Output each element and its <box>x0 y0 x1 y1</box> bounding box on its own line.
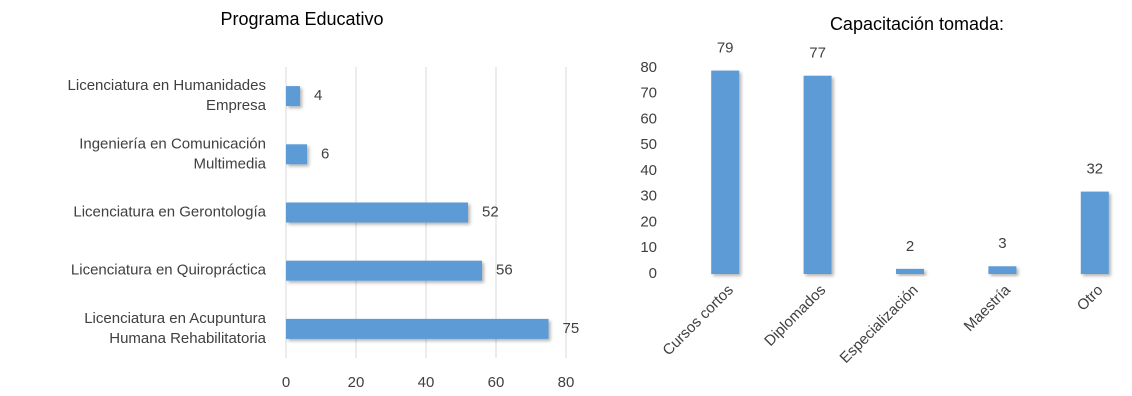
data-label: 56 <box>496 262 513 279</box>
y-tick-label: 40 <box>640 162 657 179</box>
y-tick-label: 20 <box>640 213 657 230</box>
y-tick-label: 50 <box>640 136 657 153</box>
y-tick-label: 0 <box>649 265 657 282</box>
bar <box>711 70 740 274</box>
data-label: 4 <box>314 87 322 104</box>
y-tick-label: 80 <box>640 59 657 76</box>
y-tick-label: Licenciatura en Humanidades Empresa <box>68 77 267 114</box>
bar <box>286 144 307 165</box>
y-tick-label: 60 <box>640 110 657 127</box>
data-label: 32 <box>1086 161 1103 178</box>
y-tick-label: 30 <box>640 188 657 205</box>
data-label: 79 <box>717 40 734 57</box>
bar <box>286 86 300 107</box>
x-tick-label: Cursos cortos <box>659 282 736 359</box>
bar <box>286 260 482 281</box>
chart-title: Capacitación tomada: <box>830 14 1004 34</box>
x-tick-label: 40 <box>418 374 435 391</box>
y-tick-label: Licenciatura en Gerontología <box>73 203 266 220</box>
bar <box>896 268 924 274</box>
data-label: 3 <box>998 235 1006 252</box>
bar <box>286 318 549 339</box>
y-tick-label: Ingeniería en Comunicación Multimedia <box>79 135 266 172</box>
x-tick-label: Diplomados <box>761 282 829 350</box>
data-label: 77 <box>809 45 826 62</box>
x-tick-label: Maestría <box>961 281 1015 335</box>
chart-title: Programa Educativo <box>220 9 383 29</box>
x-tick-label: 0 <box>282 374 290 391</box>
bar <box>1080 191 1109 274</box>
y-tick-label: Licenciatura en Quiropráctica <box>71 262 267 279</box>
data-label: 6 <box>321 145 329 162</box>
data-label: 52 <box>482 203 499 220</box>
x-tick-label: 20 <box>348 374 365 391</box>
x-tick-label: 80 <box>558 374 575 391</box>
bar <box>286 202 468 223</box>
bar <box>803 75 832 274</box>
y-tick-label: 10 <box>640 239 657 256</box>
bar <box>988 266 1017 274</box>
y-tick-label: 70 <box>640 85 657 102</box>
y-tick-label: Licenciatura en Acupuntura Humana Rehabil… <box>84 310 266 347</box>
data-label: 75 <box>563 320 580 337</box>
x-tick-label: Especialización <box>837 282 922 367</box>
x-tick-label: 60 <box>488 374 505 391</box>
data-label: 2 <box>906 238 914 255</box>
x-tick-label: Otro <box>1074 282 1107 315</box>
